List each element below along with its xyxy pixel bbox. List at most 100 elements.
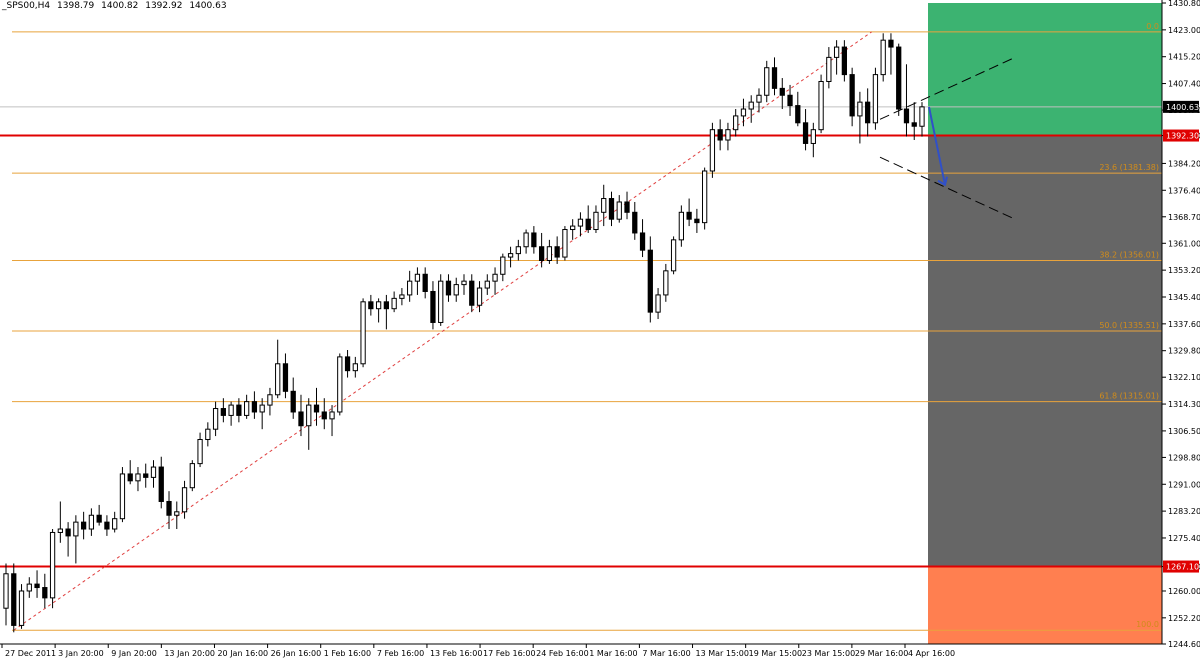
price-tick-label: 1407.40 bbox=[1168, 80, 1200, 89]
candles-layer bbox=[3, 33, 925, 633]
candle-body bbox=[577, 218, 584, 227]
current-price-badge bbox=[1163, 100, 1199, 113]
chart-header: _SPS00,H4 1398.79 1400.82 1392.92 1400.6… bbox=[2, 1, 231, 11]
close-value: 1400.63 bbox=[189, 1, 227, 11]
candle-body bbox=[3, 573, 9, 609]
candle-body bbox=[383, 301, 390, 310]
candle-body bbox=[484, 280, 490, 289]
candle-body bbox=[903, 108, 910, 124]
channel-line-lower bbox=[879, 156, 1016, 220]
candle-body bbox=[570, 225, 576, 231]
candle-body bbox=[119, 473, 126, 520]
candle-body bbox=[756, 94, 762, 103]
candle-body bbox=[841, 46, 848, 76]
candle-body bbox=[531, 232, 537, 248]
candle-body bbox=[896, 46, 902, 110]
candle-body bbox=[492, 273, 498, 282]
candle-body bbox=[919, 106, 925, 127]
candle-body bbox=[670, 239, 677, 272]
candle-body bbox=[375, 301, 382, 310]
candle-body bbox=[197, 439, 203, 465]
price-tick-label: 1345.40 bbox=[1168, 293, 1200, 302]
candle-body bbox=[321, 411, 327, 420]
candle-body bbox=[880, 39, 886, 76]
candle-body bbox=[275, 363, 281, 396]
candle-body bbox=[42, 587, 48, 599]
candle-body bbox=[158, 466, 164, 502]
price-axis[interactable]: 1430.801423.001415.201407.401399.701392.… bbox=[1161, 0, 1200, 649]
price-tick-label: 1314.30 bbox=[1168, 400, 1200, 409]
candle-body bbox=[709, 129, 716, 172]
time-tick-label: 23 Mar 15:00 bbox=[802, 649, 855, 658]
time-tick-label: 7 Feb 16:00 bbox=[377, 649, 424, 658]
time-tick-label: 19 Mar 15:00 bbox=[749, 649, 802, 658]
price-tick-label: 1275.40 bbox=[1168, 534, 1200, 543]
time-tick-label: 24 Feb 16:00 bbox=[536, 649, 588, 658]
candle-body bbox=[453, 284, 459, 296]
candle-body bbox=[212, 408, 219, 430]
candle-body bbox=[500, 256, 506, 275]
price-tick-label: 1337.60 bbox=[1168, 320, 1200, 329]
candle-body bbox=[647, 249, 653, 313]
time-tick-label: 1 Mar 16:00 bbox=[589, 649, 637, 658]
candle-body bbox=[888, 39, 894, 48]
candle-body bbox=[430, 290, 436, 323]
candle-body bbox=[585, 218, 591, 231]
price-tick-label: 1252.20 bbox=[1168, 614, 1200, 623]
candle-body bbox=[593, 211, 599, 231]
candle-body bbox=[26, 583, 32, 592]
candle-body bbox=[523, 232, 529, 248]
candle-body bbox=[663, 270, 669, 296]
time-axis[interactable]: 27 Dec 2011 3 Jan 20:00 9 Jan 20:00 13 Jan … bbox=[0, 643, 1162, 658]
candle-body bbox=[251, 401, 258, 413]
price-tick-label: 1298.80 bbox=[1168, 453, 1200, 462]
candle-body bbox=[414, 273, 421, 282]
channel-line-upper bbox=[879, 56, 1016, 120]
candle-body bbox=[259, 404, 265, 413]
candle-body bbox=[779, 87, 785, 96]
time-tick-label: 9 Jan 20:00 bbox=[111, 649, 157, 658]
time-tick-label: 7 Mar 16:00 bbox=[642, 649, 690, 658]
level-badge bbox=[1163, 560, 1199, 573]
candle-body bbox=[407, 280, 413, 296]
candle-body bbox=[616, 201, 622, 220]
time-tick-label: 17 Feb 16:00 bbox=[483, 649, 535, 658]
target-zone-green bbox=[928, 3, 1162, 136]
fib-level-label: 0.0 bbox=[1146, 22, 1159, 31]
price-tick-label: 1353.20 bbox=[1168, 266, 1200, 275]
candle-body bbox=[205, 428, 211, 441]
candle-body bbox=[857, 101, 863, 117]
candle-body bbox=[306, 404, 312, 427]
symbol-label: _SPS00,H4 bbox=[2, 1, 51, 11]
price-tick-label: 1260.00 bbox=[1168, 587, 1200, 596]
time-tick-label: 3 Jan 20:00 bbox=[58, 649, 104, 658]
candle-body bbox=[174, 511, 180, 516]
candle-body bbox=[18, 590, 25, 626]
candle-body bbox=[360, 301, 366, 365]
candle-body bbox=[601, 198, 607, 213]
candle-body bbox=[795, 105, 801, 124]
candle-body bbox=[849, 74, 855, 117]
time-tick-label: 27 Dec 2011 bbox=[5, 649, 56, 658]
price-tick-label: 1423.00 bbox=[1168, 26, 1200, 35]
forecast-arrow bbox=[928, 106, 946, 185]
candle-body bbox=[826, 56, 832, 82]
open-value: 1398.79 bbox=[57, 1, 95, 11]
candle-body bbox=[80, 521, 87, 530]
candle-body bbox=[911, 122, 917, 127]
candle-body bbox=[538, 246, 545, 262]
candle-body bbox=[438, 280, 444, 323]
candle-body bbox=[717, 129, 723, 141]
candle-body bbox=[329, 411, 335, 420]
candle-body bbox=[143, 473, 149, 478]
current-price-badge-label: 1400.63 bbox=[1166, 103, 1199, 112]
candle-body bbox=[740, 108, 747, 117]
candle-body bbox=[694, 218, 700, 224]
candle-body bbox=[476, 287, 483, 306]
forecast-arrow-head bbox=[937, 176, 948, 187]
price-tick-label: 1415.20 bbox=[1168, 53, 1200, 62]
candle-body bbox=[833, 46, 840, 58]
candle-body bbox=[104, 521, 110, 530]
time-tick-label: 13 Mar 15:00 bbox=[696, 649, 749, 658]
